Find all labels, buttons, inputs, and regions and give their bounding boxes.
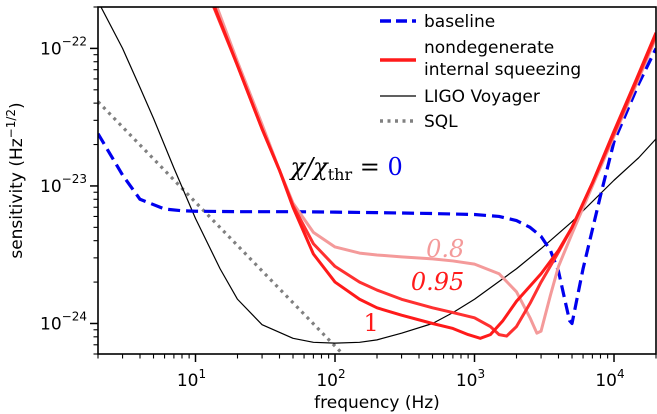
x-tick-label: 104 <box>595 367 624 391</box>
legend-label-ligo-voyager: LIGO Voyager <box>424 87 540 107</box>
y-axis-label: sensitivity (Hz−1/2) <box>4 102 27 258</box>
y-tick-label: 10−22 <box>40 34 87 59</box>
legend-label-sql: SQL <box>424 112 458 132</box>
x-axis-label: frequency (Hz) <box>314 393 440 413</box>
x-tick-label: 103 <box>456 367 485 391</box>
annotation-1: 1 <box>363 309 378 337</box>
y-tick-label: 10−23 <box>40 172 87 197</box>
x-tick-label: 102 <box>316 367 345 391</box>
x-tick-label: 101 <box>177 367 206 391</box>
series-line-sql <box>98 100 342 354</box>
annotation-chi-ratio: χ/χthr = 0 <box>289 153 403 184</box>
series-line-1 <box>213 7 656 340</box>
legend-label-nondegenerate-line2: internal squeezing <box>424 60 581 80</box>
legend-label-baseline: baseline <box>424 12 495 32</box>
y-tick-label: 10−24 <box>40 309 87 334</box>
legend-label-nondegenerate: nondegenerate <box>424 38 554 58</box>
annotation-0-8: 0.8 <box>426 235 464 263</box>
annotation-0-95: 0.95 <box>411 268 464 296</box>
